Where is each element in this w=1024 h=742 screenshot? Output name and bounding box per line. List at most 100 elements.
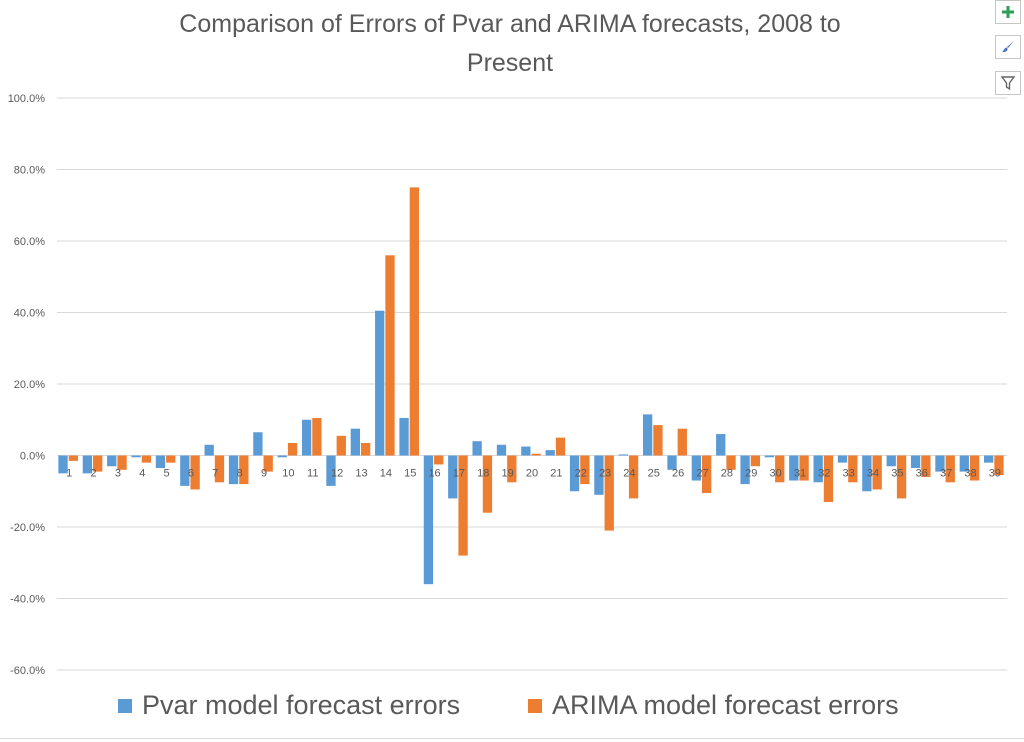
bar-pvar[interactable] (277, 455, 287, 458)
bar-arima[interactable] (68, 455, 78, 461)
x-tick-label: 23 (599, 468, 611, 480)
bar-pvar[interactable] (472, 441, 482, 456)
x-tick-label: 12 (331, 468, 343, 480)
x-tick-label: 2 (90, 468, 96, 480)
bar-pvar[interactable] (837, 455, 848, 463)
bar-pvar[interactable] (375, 310, 385, 456)
bar-arima[interactable] (799, 455, 809, 481)
bar-pvar[interactable] (204, 444, 214, 456)
bar-pvar[interactable] (716, 434, 726, 456)
x-tick-label: 22 (575, 468, 587, 480)
bar-arima[interactable] (531, 453, 541, 456)
x-tick-label: 25 (648, 468, 660, 480)
bar-arima[interactable] (872, 455, 882, 490)
y-tick-label: 0.0% (20, 451, 45, 463)
bar-pvar[interactable] (521, 446, 531, 456)
bar-pvar[interactable] (399, 417, 409, 456)
bar-arima[interactable] (409, 187, 420, 456)
bar-arima[interactable] (994, 455, 1004, 476)
bar-pvar[interactable] (496, 444, 507, 456)
bar-pvar[interactable] (131, 455, 141, 458)
bar-arima[interactable] (239, 455, 249, 485)
bar-arima[interactable] (287, 442, 298, 456)
bar-pvar[interactable] (58, 455, 68, 474)
x-tick-label: 16 (428, 468, 440, 480)
bar-pvar[interactable] (935, 455, 945, 472)
bar-arima[interactable] (921, 455, 931, 477)
bar-pvar[interactable] (642, 414, 653, 456)
bar-pvar[interactable] (448, 455, 458, 499)
bar-arima[interactable] (312, 417, 322, 456)
bar-arima[interactable] (482, 455, 493, 513)
bar-arima[interactable] (726, 455, 736, 470)
chart-styles-button[interactable] (995, 35, 1021, 59)
bar-pvar[interactable] (984, 455, 994, 463)
bar-arima[interactable] (263, 455, 273, 472)
x-tick-label: 9 (261, 468, 267, 480)
bar-arima[interactable] (360, 442, 371, 456)
bar-arima[interactable] (93, 455, 103, 472)
bar-pvar[interactable] (545, 450, 555, 456)
bar-arima[interactable] (945, 455, 955, 483)
bar-arima[interactable] (628, 455, 639, 499)
bar-pvar[interactable] (107, 455, 117, 467)
bar-arima[interactable] (775, 455, 785, 483)
bar-pvar[interactable] (740, 455, 750, 485)
bar-arima[interactable] (434, 455, 444, 465)
bar-pvar[interactable] (350, 428, 360, 456)
chart-filters-button[interactable] (995, 71, 1021, 95)
bar-arima[interactable] (385, 255, 395, 456)
bar-pvar[interactable] (301, 419, 312, 456)
legend-item-arima[interactable]: ARIMA model forecast errors (528, 690, 899, 721)
bar-arima[interactable] (458, 455, 468, 556)
bar-arima[interactable] (555, 437, 566, 456)
bar-pvar[interactable] (618, 454, 628, 456)
bar-pvar[interactable] (326, 455, 336, 486)
x-tick-label: 29 (745, 468, 757, 480)
bar-arima[interactable] (336, 435, 346, 456)
bar-arima[interactable] (214, 455, 225, 483)
bar-pvar[interactable] (423, 455, 434, 585)
bar-pvar[interactable] (691, 455, 702, 481)
bar-arima[interactable] (141, 455, 152, 463)
bar-pvar[interactable] (569, 455, 580, 492)
bar-pvar[interactable] (155, 455, 166, 469)
bar-pvar[interactable] (180, 455, 190, 486)
bar-arima[interactable] (823, 455, 834, 502)
bar-arima[interactable] (580, 455, 590, 485)
bar-arima[interactable] (507, 455, 517, 483)
x-tick-label: 8 (237, 468, 243, 480)
bar-arima[interactable] (702, 455, 712, 494)
legend-label-arima: ARIMA model forecast errors (552, 690, 899, 720)
bar-arima[interactable] (166, 455, 176, 463)
legend-label-pvar: Pvar model forecast errors (142, 690, 461, 720)
x-tick-label: 18 (477, 468, 489, 480)
bar-pvar[interactable] (862, 455, 872, 492)
legend-item-pvar[interactable]: Pvar model forecast errors (118, 690, 460, 721)
bar-arima[interactable] (896, 455, 907, 499)
bar-arima[interactable] (969, 455, 980, 481)
bar-pvar[interactable] (813, 455, 823, 483)
bar-pvar[interactable] (959, 455, 969, 472)
x-tick-label: 4 (139, 468, 145, 480)
bar-pvar[interactable] (667, 455, 677, 470)
x-tick-label: 26 (672, 468, 684, 480)
bar-arima[interactable] (190, 455, 200, 490)
x-tick-label: 11 (307, 468, 318, 480)
bar-pvar[interactable] (764, 455, 775, 458)
bar-pvar[interactable] (253, 432, 263, 456)
bar-arima[interactable] (117, 455, 127, 470)
add-chart-element-button[interactable] (995, 0, 1021, 24)
bar-arima[interactable] (604, 455, 614, 531)
bar-arima[interactable] (677, 428, 687, 456)
bar-arima[interactable] (848, 455, 858, 483)
bar-pvar[interactable] (789, 455, 799, 481)
y-tick-label: -60.0% (10, 665, 45, 677)
bar-pvar[interactable] (228, 455, 239, 485)
bar-pvar[interactable] (910, 455, 921, 469)
bar-pvar[interactable] (594, 455, 604, 495)
bar-arima[interactable] (750, 455, 761, 467)
bar-pvar[interactable] (82, 455, 93, 474)
bar-arima[interactable] (653, 425, 663, 456)
bar-pvar[interactable] (886, 455, 896, 467)
